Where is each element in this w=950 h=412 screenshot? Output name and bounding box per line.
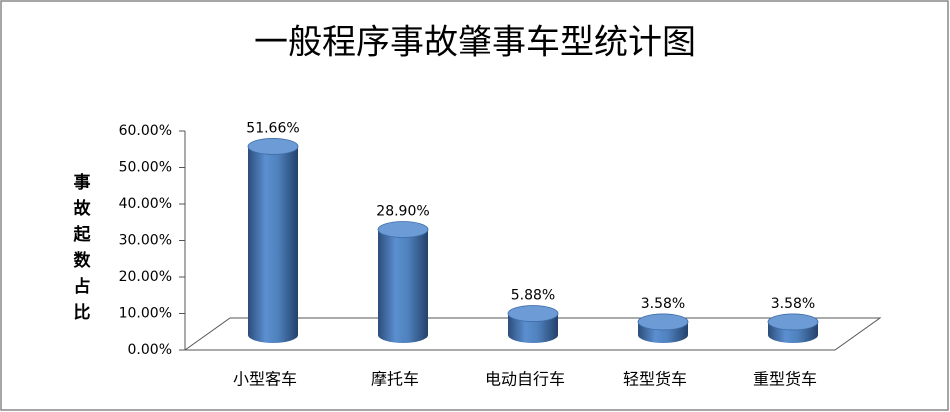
- y-tick-label: 50.00%: [119, 160, 172, 176]
- y-tick-label: 40.00%: [119, 196, 172, 212]
- bar: [248, 146, 298, 343]
- y-axis-label: 事故起数占比: [73, 173, 91, 323]
- y-tick-label: 10.00%: [119, 306, 172, 322]
- y-tick-label: 0.00%: [128, 342, 172, 358]
- bar-top: [507, 305, 559, 322]
- bar: [378, 229, 428, 343]
- y-tick-label: 30.00%: [119, 233, 172, 249]
- x-tick-label: 摩托车: [371, 370, 419, 389]
- bar-top: [247, 138, 299, 155]
- value-label: 28.90%: [376, 204, 429, 220]
- y-tick-label: 20.00%: [119, 269, 172, 285]
- value-label: 51.66%: [246, 120, 299, 136]
- bar: [508, 313, 558, 343]
- x-tick-label: 小型客车: [233, 370, 297, 389]
- value-label: 3.58%: [641, 296, 685, 312]
- x-tick-label: 电动自行车: [485, 370, 565, 389]
- value-label: 5.88%: [511, 288, 555, 304]
- chart-title: 一般程序事故肇事车型统计图: [254, 23, 696, 63]
- x-tick-label: 轻型货车: [623, 370, 687, 389]
- bar-top: [767, 313, 819, 331]
- bar-top: [377, 221, 429, 238]
- x-tick-label: 重型货车: [753, 370, 817, 389]
- bar-top: [637, 313, 689, 331]
- y-tick-label: 60.00%: [119, 123, 172, 139]
- value-label: 3.58%: [771, 296, 815, 312]
